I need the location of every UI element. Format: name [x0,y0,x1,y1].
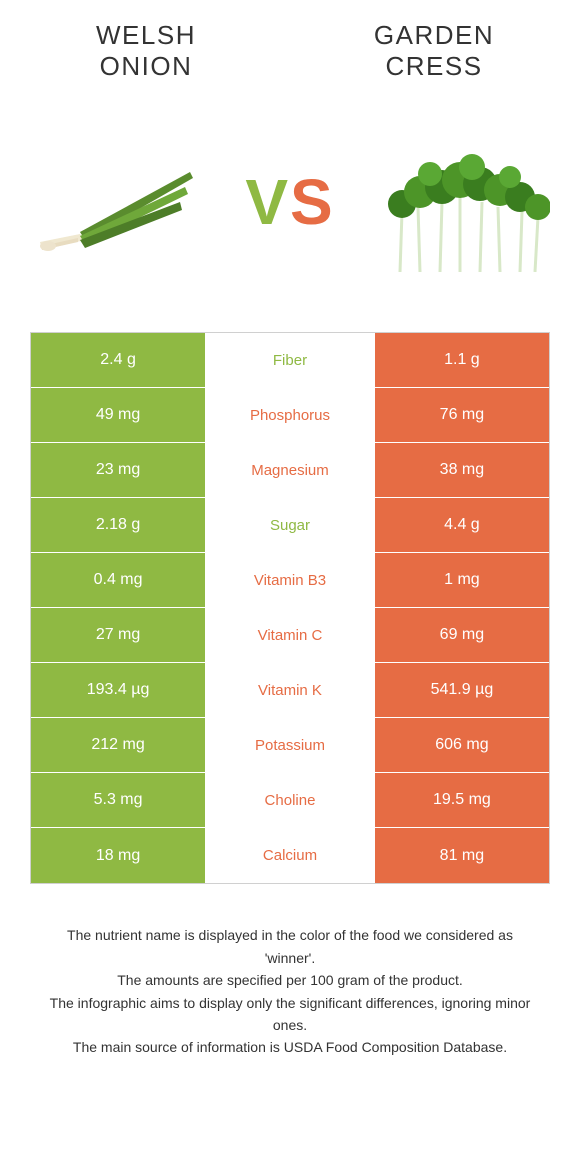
right-value: 1 mg [373,553,549,607]
vs-v: V [245,166,290,238]
right-value: 38 mg [373,443,549,497]
table-row: 49 mgPhosphorus76 mg [31,388,549,443]
welsh-onion-image [30,132,200,272]
right-value: 19.5 mg [373,773,549,827]
left-value: 0.4 mg [31,553,207,607]
left-value: 2.4 g [31,333,207,387]
right-food-title: Garden Cress [338,20,530,82]
left-value: 212 mg [31,718,207,772]
table-row: 2.18 gSugar4.4 g [31,498,549,553]
footnote-line: The amounts are specified per 100 gram o… [40,969,540,991]
left-value: 27 mg [31,608,207,662]
left-value: 49 mg [31,388,207,442]
table-row: 23 mgMagnesium38 mg [31,443,549,498]
left-value: 193.4 µg [31,663,207,717]
left-value: 5.3 mg [31,773,207,827]
right-value: 4.4 g [373,498,549,552]
footnote-line: The main source of information is USDA F… [40,1036,540,1058]
nutrient-name: Fiber [207,333,373,387]
footnote-line: The infographic aims to display only the… [40,992,540,1037]
vs-s: S [290,166,335,238]
table-row: 18 mgCalcium81 mg [31,828,549,883]
nutrient-name: Potassium [207,718,373,772]
table-row: 5.3 mgCholine19.5 mg [31,773,549,828]
nutrient-name: Vitamin K [207,663,373,717]
right-value: 1.1 g [373,333,549,387]
left-value: 23 mg [31,443,207,497]
left-food-title: Welsh Onion [50,20,242,82]
nutrient-name: Vitamin C [207,608,373,662]
table-row: 212 mgPotassium606 mg [31,718,549,773]
right-value: 76 mg [373,388,549,442]
table-row: 193.4 µgVitamin K541.9 µg [31,663,549,718]
titles-row: Welsh Onion Garden Cress [30,20,550,82]
left-value: 2.18 g [31,498,207,552]
footnotes: The nutrient name is displayed in the co… [30,924,550,1058]
table-row: 0.4 mgVitamin B31 mg [31,553,549,608]
right-value: 541.9 µg [373,663,549,717]
hero-row: VS [30,122,550,282]
nutrient-name: Vitamin B3 [207,553,373,607]
table-row: 2.4 gFiber1.1 g [31,333,549,388]
nutrient-name: Calcium [207,828,373,883]
right-value: 69 mg [373,608,549,662]
garden-cress-image [380,132,550,272]
nutrient-table: 2.4 gFiber1.1 g49 mgPhosphorus76 mg23 mg… [30,332,550,884]
left-value: 18 mg [31,828,207,883]
table-row: 27 mgVitamin C69 mg [31,608,549,663]
nutrient-name: Phosphorus [207,388,373,442]
right-value: 81 mg [373,828,549,883]
footnote-line: The nutrient name is displayed in the co… [40,924,540,969]
nutrient-name: Choline [207,773,373,827]
right-value: 606 mg [373,718,549,772]
nutrient-name: Sugar [207,498,373,552]
nutrient-name: Magnesium [207,443,373,497]
vs-label: VS [245,165,334,239]
